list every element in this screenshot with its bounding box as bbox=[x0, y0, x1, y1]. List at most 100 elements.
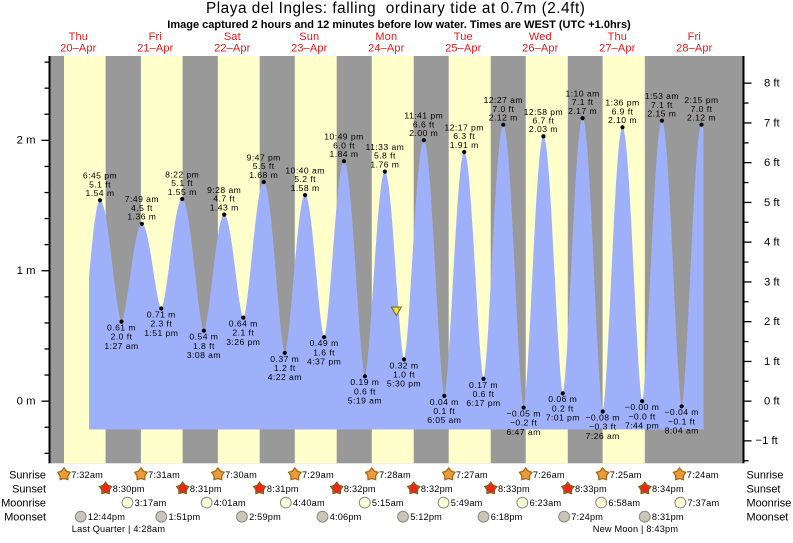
svg-text:6:58am: 6:58am bbox=[608, 498, 640, 508]
svg-text:0.37 m: 0.37 m bbox=[270, 354, 299, 364]
svg-text:Moonset: Moonset bbox=[747, 512, 789, 524]
svg-text:1.84 m: 1.84 m bbox=[330, 149, 359, 159]
svg-text:−0.3 ft: −0.3 ft bbox=[589, 422, 616, 432]
svg-text:0.06 m: 0.06 m bbox=[548, 394, 577, 404]
svg-text:6:47 am: 6:47 am bbox=[506, 427, 540, 437]
svg-text:2.03 m: 2.03 m bbox=[529, 124, 558, 134]
svg-text:Sun: Sun bbox=[299, 31, 319, 43]
svg-text:10:49 pm: 10:49 pm bbox=[324, 132, 363, 142]
svg-text:1:51pm: 1:51pm bbox=[169, 512, 201, 522]
svg-text:23–Apr: 23–Apr bbox=[291, 43, 328, 55]
svg-text:26–Apr: 26–Apr bbox=[522, 43, 559, 55]
svg-text:4:40am: 4:40am bbox=[293, 498, 325, 508]
svg-text:0 m: 0 m bbox=[17, 396, 36, 408]
svg-text:−0.08 m: −0.08 m bbox=[585, 412, 619, 422]
svg-text:1.8 ft: 1.8 ft bbox=[193, 341, 215, 351]
svg-text:3:08 am: 3:08 am bbox=[187, 350, 221, 360]
svg-text:4:01am: 4:01am bbox=[214, 498, 246, 508]
svg-text:4:37 pm: 4:37 pm bbox=[307, 357, 341, 367]
svg-text:6:05 am: 6:05 am bbox=[427, 415, 461, 425]
svg-text:8:32pm: 8:32pm bbox=[344, 484, 376, 494]
svg-text:4.5 ft: 4.5 ft bbox=[131, 203, 153, 213]
svg-text:Sat: Sat bbox=[224, 31, 241, 43]
svg-text:Last Quarter | 4:28am: Last Quarter | 4:28am bbox=[72, 524, 166, 534]
svg-text:8:33pm: 8:33pm bbox=[575, 484, 607, 494]
svg-text:Sunrise: Sunrise bbox=[9, 469, 46, 481]
svg-text:8 ft: 8 ft bbox=[764, 78, 781, 90]
svg-text:7.1 ft: 7.1 ft bbox=[651, 100, 673, 110]
svg-text:1.36 m: 1.36 m bbox=[127, 212, 156, 222]
svg-text:0.1 ft: 0.1 ft bbox=[433, 406, 455, 416]
svg-text:25–Apr: 25–Apr bbox=[445, 43, 482, 55]
svg-text:5.8 ft: 5.8 ft bbox=[374, 151, 396, 161]
svg-text:27–Apr: 27–Apr bbox=[599, 43, 636, 55]
svg-text:2.12 m: 2.12 m bbox=[687, 113, 716, 123]
svg-text:0.32 m: 0.32 m bbox=[390, 360, 419, 370]
svg-text:10:40 am: 10:40 am bbox=[285, 166, 324, 176]
svg-text:0.49 m: 0.49 m bbox=[310, 338, 339, 348]
svg-text:5:30 pm: 5:30 pm bbox=[387, 379, 421, 389]
svg-text:Wed: Wed bbox=[529, 31, 552, 43]
svg-text:7:24am: 7:24am bbox=[687, 470, 719, 480]
svg-text:1:27 am: 1:27 am bbox=[104, 341, 138, 351]
svg-text:5.1 ft: 5.1 ft bbox=[171, 178, 193, 188]
svg-text:0.19 m: 0.19 m bbox=[350, 377, 379, 387]
svg-text:20–Apr: 20–Apr bbox=[60, 43, 97, 55]
svg-text:1 ft: 1 ft bbox=[764, 356, 781, 368]
svg-text:1:10 am: 1:10 am bbox=[565, 89, 599, 99]
svg-text:−0.0 ft: −0.0 ft bbox=[628, 411, 655, 421]
svg-text:2.1 ft: 2.1 ft bbox=[232, 328, 254, 338]
svg-text:1:53 am: 1:53 am bbox=[645, 91, 679, 101]
svg-text:12:58 pm: 12:58 pm bbox=[524, 107, 563, 117]
svg-text:2.3 ft: 2.3 ft bbox=[150, 319, 172, 329]
svg-text:7:25am: 7:25am bbox=[610, 470, 642, 480]
svg-text:24–Apr: 24–Apr bbox=[368, 43, 405, 55]
svg-text:7.1 ft: 7.1 ft bbox=[572, 97, 594, 107]
svg-text:Thu: Thu bbox=[608, 31, 627, 43]
svg-text:22–Apr: 22–Apr bbox=[214, 43, 251, 55]
svg-text:2:15 pm: 2:15 pm bbox=[684, 95, 718, 105]
svg-text:0.04 m: 0.04 m bbox=[430, 397, 459, 407]
svg-text:−0.1 ft: −0.1 ft bbox=[668, 416, 695, 426]
svg-text:11:41 pm: 11:41 pm bbox=[404, 111, 443, 121]
svg-text:0.2 ft: 0.2 ft bbox=[552, 403, 574, 413]
svg-text:0.6 ft: 0.6 ft bbox=[354, 386, 376, 396]
svg-text:0.64 m: 0.64 m bbox=[229, 319, 258, 329]
svg-text:8:31pm: 8:31pm bbox=[652, 512, 684, 522]
svg-text:2.10 m: 2.10 m bbox=[608, 115, 637, 125]
svg-text:Image captured 2 hours and 12: Image captured 2 hours and 12 minutes be… bbox=[167, 19, 631, 31]
svg-text:7:31am: 7:31am bbox=[148, 470, 180, 480]
svg-text:8:33pm: 8:33pm bbox=[498, 484, 530, 494]
svg-text:12:17 pm: 12:17 pm bbox=[444, 122, 483, 132]
svg-text:2:59pm: 2:59pm bbox=[249, 512, 281, 522]
svg-text:7.0 ft: 7.0 ft bbox=[691, 104, 713, 114]
svg-text:1.91 m: 1.91 m bbox=[450, 140, 479, 150]
svg-text:7 ft: 7 ft bbox=[764, 117, 781, 129]
svg-text:0 ft: 0 ft bbox=[764, 396, 781, 408]
svg-text:Thu: Thu bbox=[69, 31, 88, 43]
svg-text:5.1 ft: 5.1 ft bbox=[89, 179, 111, 189]
svg-text:5.2 ft: 5.2 ft bbox=[294, 174, 316, 184]
svg-text:Playa del Ingles: falling ord: Playa del Ingles: falling ordinary tide … bbox=[206, 0, 585, 17]
svg-text:3:17am: 3:17am bbox=[135, 498, 167, 508]
svg-text:6.7 ft: 6.7 ft bbox=[532, 116, 554, 126]
svg-text:2.12 m: 2.12 m bbox=[489, 113, 518, 123]
svg-text:28–Apr: 28–Apr bbox=[676, 43, 713, 55]
svg-text:6:23am: 6:23am bbox=[530, 498, 562, 508]
svg-text:1 m: 1 m bbox=[17, 265, 36, 277]
svg-text:0.17 m: 0.17 m bbox=[469, 380, 498, 390]
svg-text:7:01 pm: 7:01 pm bbox=[546, 413, 580, 423]
svg-text:1.54 m: 1.54 m bbox=[86, 188, 115, 198]
svg-text:0.6 ft: 0.6 ft bbox=[473, 389, 495, 399]
svg-text:0.54 m: 0.54 m bbox=[189, 332, 218, 342]
svg-text:4:22 am: 4:22 am bbox=[268, 372, 302, 382]
svg-text:5:12pm: 5:12pm bbox=[410, 512, 442, 522]
svg-text:8:32pm: 8:32pm bbox=[421, 484, 453, 494]
svg-text:8:04 am: 8:04 am bbox=[665, 426, 699, 436]
svg-text:2.17 m: 2.17 m bbox=[568, 106, 597, 116]
svg-text:2 m: 2 m bbox=[17, 135, 36, 147]
svg-text:12:27 am: 12:27 am bbox=[484, 95, 523, 105]
svg-text:0.71 m: 0.71 m bbox=[147, 309, 176, 319]
svg-text:1:36 pm: 1:36 pm bbox=[605, 98, 639, 108]
svg-text:1.2 ft: 1.2 ft bbox=[274, 363, 296, 373]
